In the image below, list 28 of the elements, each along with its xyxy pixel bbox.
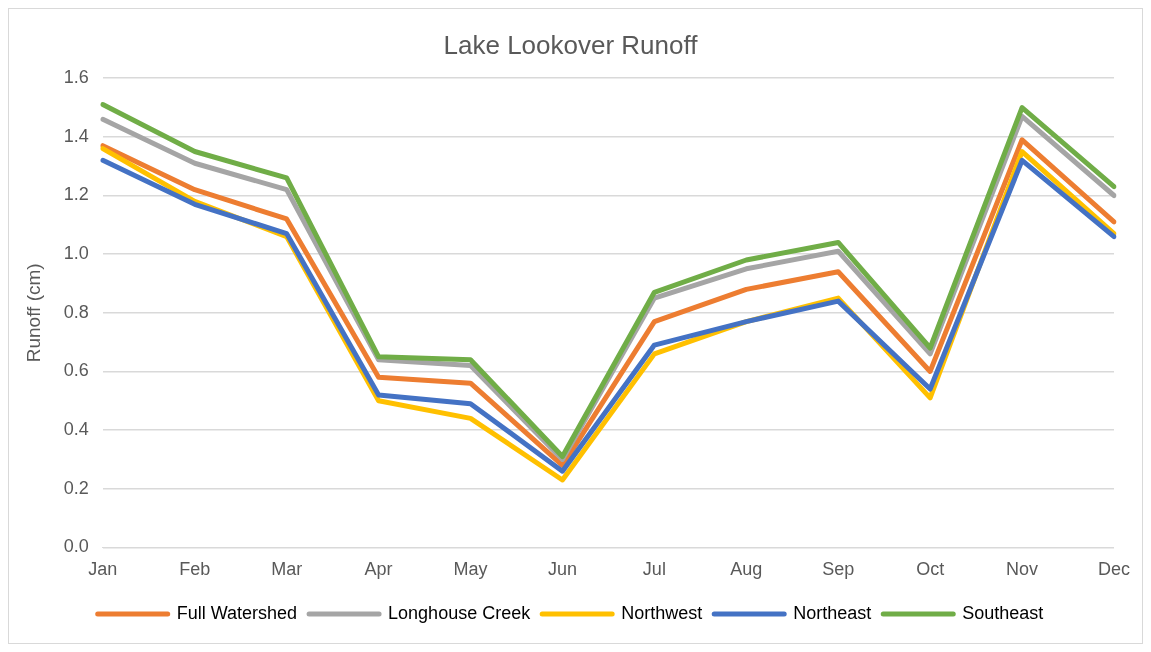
y-tick-label: 0.2 [63, 477, 89, 498]
y-tick-label: 1.2 [63, 184, 89, 205]
x-tick-label: Mar [271, 559, 303, 580]
x-tick-label: Apr [364, 559, 393, 580]
y-axis-title: Runoff (cm) [22, 263, 44, 363]
y-tick-label: 1.6 [63, 67, 89, 88]
x-tick-label: Nov [1006, 559, 1039, 580]
y-tick-label: 0.8 [63, 301, 89, 322]
y-tick-label: 0.0 [63, 536, 89, 557]
x-tick-label: Feb [179, 559, 211, 580]
chart-title: Lake Lookover Runoff [443, 29, 699, 60]
legend-label: Northwest [621, 602, 703, 623]
legend-label: Full Watershed [176, 602, 298, 623]
x-tick-label: Jul [642, 559, 666, 580]
y-tick-label: 0.6 [63, 360, 89, 381]
x-tick-label: Aug [730, 559, 763, 580]
legend-label: Southeast [962, 602, 1044, 623]
y-tick-label: 1.0 [63, 243, 89, 264]
legend-label: Longhouse Creek [388, 602, 532, 623]
x-tick-label: Sep [822, 559, 855, 580]
x-tick-label: Oct [916, 559, 945, 580]
x-tick-label: Dec [1097, 559, 1130, 580]
y-tick-label: 0.4 [63, 419, 89, 440]
x-tick-label: May [453, 559, 488, 580]
x-tick-label: Jun [547, 559, 577, 580]
x-tick-label: Jan [88, 559, 118, 580]
legend-label: Northeast [793, 602, 872, 623]
y-tick-label: 1.4 [63, 125, 89, 146]
